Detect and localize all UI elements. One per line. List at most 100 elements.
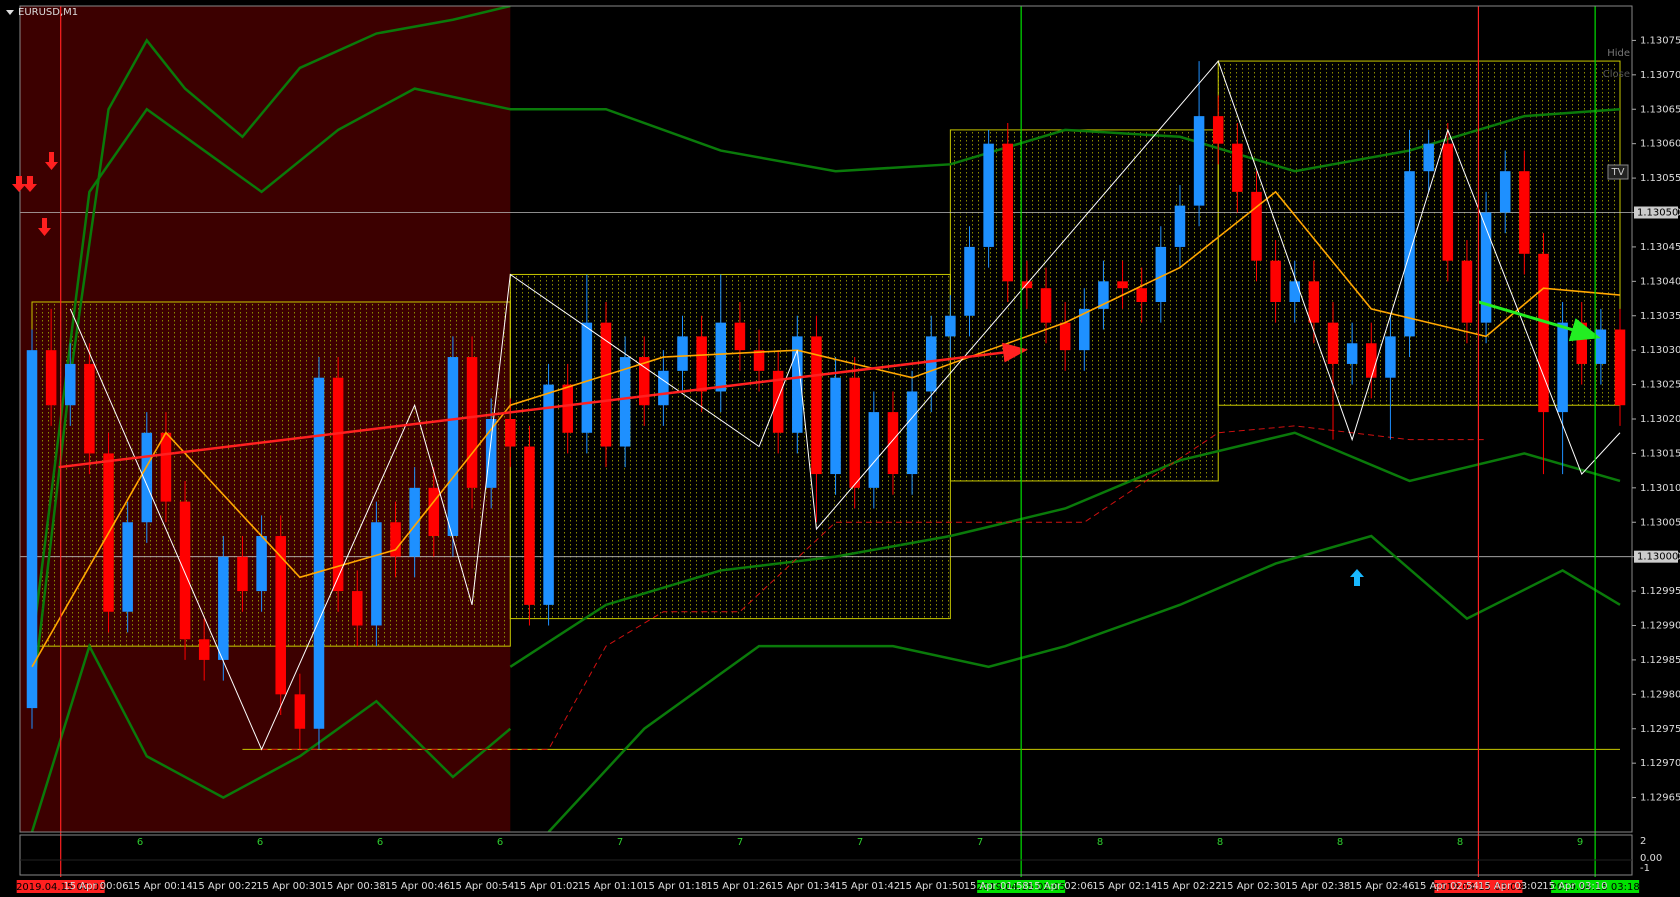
x-tick-label: 15 Apr 03:02: [1478, 881, 1543, 892]
candle-body: [945, 315, 956, 337]
hide-button[interactable]: Hide: [1607, 48, 1630, 59]
candle-body: [753, 350, 765, 371]
x-tick-label: 15 Apr 01:42: [835, 881, 900, 892]
y-tick-label: 1.13035: [1640, 311, 1680, 322]
x-tick-label: 15 Apr 01:18: [642, 881, 707, 892]
candle-body: [1480, 212, 1492, 323]
candle-body: [658, 370, 669, 406]
candle-body: [1366, 343, 1377, 378]
subwindow-label: 8: [1337, 837, 1343, 848]
candle-body: [428, 487, 440, 537]
subwindow-scale-label: 2: [1640, 836, 1646, 847]
y-tick-label: 1.12990: [1640, 621, 1680, 632]
candle-body: [256, 536, 267, 592]
candle-body: [638, 357, 650, 406]
x-tick-label: 15 Apr 02:14: [1092, 881, 1157, 892]
sell-signal: [23, 176, 37, 192]
candle-body: [1538, 253, 1549, 413]
time-marker-label: 2019.04.15 00:03: [16, 882, 105, 893]
y-tick-label: 1.13030: [1640, 345, 1680, 356]
x-tick-label: 15 Apr 03:10: [1542, 881, 1607, 892]
x-tick-label: 15 Apr 00:14: [128, 881, 193, 892]
menu-icon[interactable]: [6, 10, 14, 15]
candle-body: [619, 357, 631, 447]
candle-body: [26, 350, 38, 709]
candle-body: [925, 336, 937, 392]
candle-body: [45, 350, 57, 406]
x-tick-label: 15 Apr 00:30: [256, 881, 321, 892]
tv-badge[interactable]: [1607, 164, 1629, 180]
candle-body: [447, 357, 459, 537]
candle-body: [390, 522, 401, 557]
y-tick-label: 1.13020: [1640, 414, 1680, 425]
candle-body: [677, 336, 688, 371]
range-box: [509, 273, 951, 620]
candle-body: [198, 639, 210, 660]
x-tick-label: 15 Apr 00:46: [385, 881, 450, 892]
y-tick-label: 1.13045: [1640, 242, 1680, 253]
subwindow-label: 8: [1457, 837, 1463, 848]
x-tick-label: 15 Apr 00:38: [321, 881, 386, 892]
chart-title: EURUSD,M1: [18, 7, 78, 18]
candle-body: [275, 536, 286, 695]
candle-body: [543, 384, 554, 605]
candle-body: [1174, 205, 1186, 247]
y-tick-label: 1.13055: [1640, 173, 1680, 184]
candle-body: [1442, 143, 1454, 261]
sell-signal: [12, 176, 26, 192]
time-marker-label: 2019.04.15 03:18: [1550, 882, 1639, 893]
x-tick-label: 15 Apr 00:22: [192, 881, 257, 892]
subwindow-border: [19, 834, 1633, 876]
price-level-box: [1634, 206, 1678, 219]
candle-body: [218, 556, 229, 660]
candle-body: [1327, 322, 1339, 364]
time-marker-box: [1434, 880, 1523, 893]
candle-body: [581, 322, 593, 433]
indicator-band: [547, 534, 1621, 832]
price-level-label: 1.13000: [1637, 552, 1678, 563]
subwindow-label: 8: [1097, 837, 1103, 848]
subwindow-label: 7: [857, 837, 863, 848]
signal-arrows: [12, 152, 1364, 586]
candle-body: [1212, 116, 1224, 144]
candle-body: [1595, 329, 1607, 364]
y-tick-label: 1.13010: [1640, 483, 1680, 494]
x-tick-label: 15 Apr 01:10: [578, 881, 643, 892]
candle-body: [1499, 171, 1511, 213]
time-marker-box: [16, 880, 105, 893]
subwindow-label: 6: [257, 837, 263, 848]
x-tick-label: 15 Apr 02:46: [1349, 881, 1414, 892]
time-marker-label: 2019.04.15 03:03: [1434, 882, 1523, 893]
x-tick-label: 15 Apr 01:26: [706, 881, 771, 892]
buy-signal: [1350, 569, 1364, 586]
x-tick-label: 15 Apr 02:22: [1156, 881, 1221, 892]
candle-body: [505, 419, 516, 447]
candle-body: [65, 363, 76, 406]
y-tick-label: 1.12975: [1640, 724, 1680, 735]
y-tick-label: 1.13015: [1640, 448, 1680, 459]
indicator-ma: [31, 190, 1621, 668]
indicator-zigzag: [69, 60, 1621, 751]
x-tick-label: 15 Apr 02:38: [1285, 881, 1350, 892]
indicator-band: [30, 642, 512, 832]
close-button[interactable]: Close: [1603, 69, 1630, 80]
candle-body: [294, 694, 306, 729]
candle-body: [906, 391, 918, 475]
candle-body: [1519, 171, 1530, 254]
plot-area: [20, 6, 1632, 832]
sell-signal: [45, 152, 58, 170]
candle-body: [1136, 288, 1147, 302]
candle-body: [351, 591, 363, 626]
x-tick-label: 15 Apr 02:06: [1028, 881, 1093, 892]
x-tick-label: 15 Apr 02:54: [1414, 881, 1479, 892]
candle-body: [1270, 260, 1281, 302]
x-tick-label: 15 Apr 01:34: [771, 881, 836, 892]
subwindow-scale-label: 0.00: [1640, 853, 1662, 864]
y-tick-label: 1.13075: [1640, 35, 1680, 46]
tv-label: TV: [1611, 167, 1625, 178]
x-tick-label: 15 Apr 01:50: [899, 881, 964, 892]
candle-body: [332, 377, 344, 592]
sell-signal: [38, 218, 51, 236]
candle-body: [1232, 143, 1243, 192]
